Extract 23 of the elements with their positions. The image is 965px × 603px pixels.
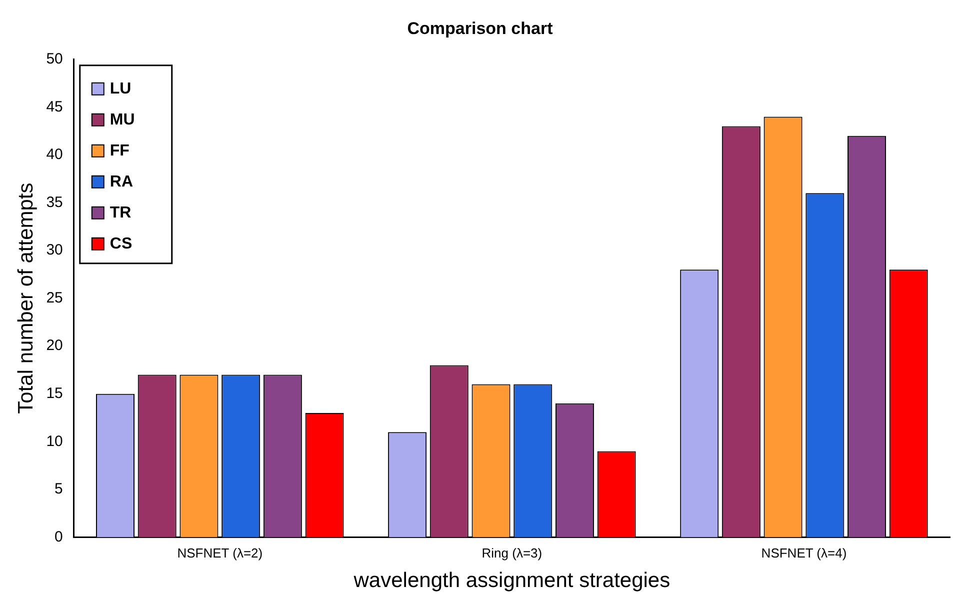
y-tick-label: 20 [46, 337, 63, 354]
legend-label: CS [110, 235, 132, 252]
y-tick-label: 45 [46, 98, 63, 116]
y-tick-label: 10 [46, 432, 63, 450]
y-tick-label: 25 [46, 289, 63, 306]
y-tick-label: 30 [46, 242, 63, 259]
legend-label: TR [110, 204, 132, 222]
legend-label: LU [110, 80, 132, 98]
legend-label: FF [110, 142, 130, 160]
y-tick-label: 15 [46, 385, 63, 402]
legend-label: MU [110, 111, 135, 128]
y-tick-label: 40 [46, 146, 63, 164]
y-tick-label: 0 [54, 528, 63, 546]
x-axis-title: wavelength assignment strategies [352, 569, 670, 592]
y-tick-label: 50 [46, 50, 63, 68]
y-axis-title: Total number of attempts [14, 182, 38, 414]
x-tick-label: NSFNET (λ=2) [177, 546, 263, 561]
y-tick-label: 35 [46, 194, 63, 211]
chart-title: Comparison chart [407, 18, 554, 38]
legend-label: RA [110, 173, 134, 190]
x-tick-label: Ring (λ=3) [482, 546, 542, 561]
y-tick-label: 5 [54, 480, 63, 498]
x-tick-label: NSFNET (λ=4) [761, 546, 847, 561]
